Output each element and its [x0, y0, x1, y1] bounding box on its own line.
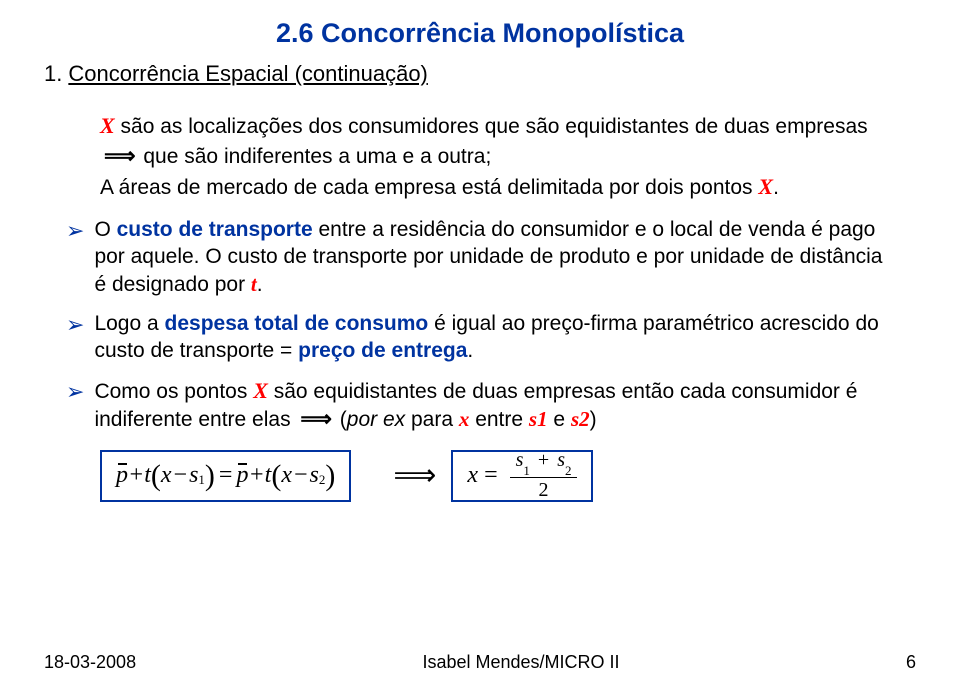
x-variable-2: X	[758, 174, 773, 199]
plus-num: +	[538, 449, 549, 471]
x-2: x	[281, 462, 292, 489]
implies-arrow-big: ⟹	[393, 458, 433, 493]
footer: 18-03-2008 Isabel Mendes/MICRO II 6	[44, 652, 916, 673]
bullet-fragment: .	[467, 339, 473, 362]
bullet-fragment: x	[459, 407, 470, 431]
intro-text-1a: são as localizações dos consumidores que…	[115, 115, 868, 138]
bullet-fragment: entre	[469, 408, 529, 431]
p-bar-1: p	[116, 462, 128, 489]
bullet-fragment: despesa total de consumo	[165, 312, 429, 335]
x-1: x	[161, 462, 172, 489]
x-variable: X	[100, 113, 115, 138]
formula-lhs-box: p+t(x−s1) = p+t(x−s2)	[100, 450, 351, 502]
minus-1: −	[174, 462, 188, 489]
bullet-fragment: .	[257, 273, 263, 296]
lparen-2: (	[271, 459, 281, 493]
fraction-numerator: s1 + s2	[510, 449, 578, 478]
bullet-fragment: por ex	[347, 408, 405, 431]
bullet-item: ➢O custo de transporte entre a residênci…	[66, 216, 896, 298]
slide-title: 2.6 Concorrência Monopolística	[44, 18, 916, 49]
bullet-mark: ➢	[66, 217, 84, 298]
sub-1: 1	[198, 472, 205, 488]
bullet-text: Como os pontos X são equidistantes de du…	[94, 377, 896, 434]
t-1: t	[144, 462, 151, 489]
sub-2: 2	[319, 472, 326, 488]
intro-text-2a: A áreas de mercado de cada empresa está …	[100, 176, 758, 199]
s-1: s	[189, 462, 198, 489]
bullet-fragment: e	[548, 408, 571, 431]
bullet-fragment: Logo a	[94, 312, 164, 335]
implies-arrow: ⟹	[104, 143, 134, 168]
subtitle-number: 1.	[44, 61, 62, 86]
subtitle-text: Concorrência Espacial (continuação)	[68, 61, 428, 86]
footer-date: 18-03-2008	[44, 652, 136, 673]
bullet-fragment: preço de entrega	[298, 339, 467, 362]
bullet-fragment: para	[405, 408, 459, 431]
bullet-fragment: X	[253, 378, 268, 403]
bullet-fragment: custo de transporte	[117, 218, 313, 241]
bullet-fragment: O	[94, 218, 116, 241]
footer-page: 6	[906, 652, 916, 673]
rparen-1: )	[205, 459, 215, 493]
intro-text-1b: que são indiferentes a uma e a outra;	[138, 145, 492, 168]
formula-rhs-box: x = s1 + s2 2	[451, 450, 593, 502]
t-2: t	[265, 462, 272, 489]
fraction-denominator: 2	[539, 478, 549, 502]
plus-1: +	[128, 462, 144, 489]
bullet-item: ➢Logo a despesa total de consumo é igual…	[66, 310, 896, 365]
bullet-fragment: (	[334, 408, 347, 431]
subtitle: 1.Concorrência Espacial (continuação)	[44, 61, 916, 87]
bullet-mark: ➢	[66, 311, 84, 365]
bullet-fragment: ⟹	[300, 406, 330, 431]
intro-period: .	[773, 176, 779, 199]
bullet-mark: ➢	[66, 378, 84, 434]
minus-2: −	[294, 462, 308, 489]
bullet-text: O custo de transporte entre a residência…	[94, 216, 896, 298]
fraction: s1 + s2 2	[510, 449, 578, 502]
intro-paragraph: X são as localizações dos consumidores q…	[100, 111, 896, 202]
x-result: x	[467, 462, 478, 489]
formula-row: p+t(x−s1) = p+t(x−s2) ⟹ x = s1 + s2 2	[100, 450, 916, 502]
p-bar-2: p	[236, 462, 248, 489]
bullet-fragment: s2	[571, 407, 590, 431]
sub-num-2: 2	[565, 463, 572, 478]
bullet-fragment: s1	[529, 407, 548, 431]
s-num-2: s	[557, 449, 565, 471]
rparen-2: )	[325, 459, 335, 493]
s-2: s	[310, 462, 319, 489]
bullet-text: Logo a despesa total de consumo é igual …	[94, 310, 896, 365]
bullet-item: ➢Como os pontos X são equidistantes de d…	[66, 377, 896, 434]
bullet-fragment: )	[590, 408, 597, 431]
sub-num-1: 1	[523, 463, 530, 478]
bullet-fragment: Como os pontos	[94, 380, 253, 403]
plus-2: +	[248, 462, 264, 489]
equals: =	[219, 462, 233, 489]
lparen-1: (	[151, 459, 161, 493]
bullet-list: ➢O custo de transporte entre a residênci…	[44, 216, 916, 434]
equals-2: =	[484, 462, 498, 489]
footer-author: Isabel Mendes/MICRO II	[422, 652, 619, 673]
